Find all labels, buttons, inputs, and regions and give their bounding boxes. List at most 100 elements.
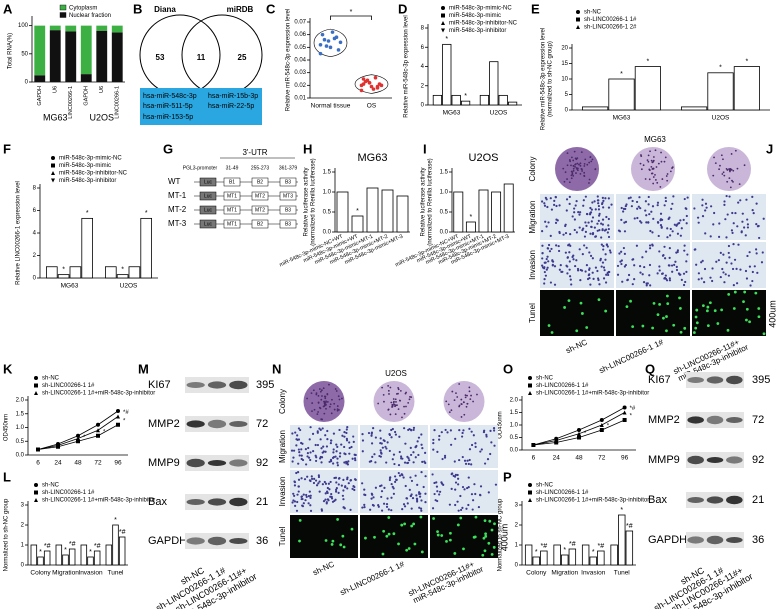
box-label: B3 (285, 179, 291, 185)
cell (408, 459, 411, 462)
cell (639, 271, 642, 274)
colony (317, 394, 320, 397)
cell (394, 480, 397, 483)
cell (643, 265, 646, 269)
cell (546, 205, 549, 209)
cell (623, 230, 627, 233)
colony (584, 158, 587, 161)
colony (394, 413, 397, 416)
cell (608, 249, 612, 252)
cell (321, 427, 324, 430)
cell (679, 234, 682, 237)
cell (393, 430, 397, 434)
cell (737, 243, 740, 246)
y-tick-label: 50 (21, 51, 28, 57)
colony (448, 411, 451, 414)
bar (93, 550, 101, 566)
cell (607, 273, 610, 277)
tunel-cell (701, 304, 705, 308)
cell (701, 259, 704, 262)
colony (570, 164, 572, 167)
point (338, 40, 343, 45)
colony (390, 401, 393, 404)
cell (739, 268, 742, 271)
band (207, 381, 227, 389)
cell (568, 251, 571, 254)
cell (408, 488, 411, 491)
y-axis-label: OD450nm (4, 414, 10, 441)
legend-label: sh-NC (536, 376, 554, 382)
tunel-cell (567, 299, 571, 303)
cell (660, 226, 663, 229)
image (430, 515, 498, 558)
bar-segment (34, 75, 46, 82)
tunel-cell (473, 535, 477, 539)
y-tick-label: 0.05 (294, 45, 306, 51)
cell (664, 199, 668, 203)
cell (590, 208, 593, 211)
legend-marker (441, 21, 445, 25)
cell (316, 431, 319, 434)
cell (450, 473, 453, 476)
cell (471, 508, 474, 511)
tunel-cell (726, 328, 730, 332)
x-tick-label: 24 (553, 455, 561, 462)
tunel-cell (652, 301, 656, 305)
point (330, 30, 335, 34)
cell (718, 222, 721, 225)
bar (116, 274, 129, 279)
colony (732, 169, 735, 172)
cell (444, 428, 447, 432)
panel-label: N (272, 361, 281, 376)
cell (314, 459, 318, 463)
x-tick-label: Invasion (581, 570, 606, 577)
cell (297, 438, 301, 441)
significance-label: * (470, 214, 473, 221)
y-tick-label: 0.0 (440, 230, 449, 236)
cell (309, 479, 312, 483)
size-label: 36 (752, 534, 764, 546)
cell (712, 223, 715, 226)
point (531, 443, 536, 447)
point (599, 418, 604, 422)
tunel-cell (706, 305, 710, 309)
mirna: hsa-miR-15b-3p (208, 93, 258, 100)
colony (730, 153, 733, 155)
significance-label: * (89, 549, 92, 556)
x-tick-label: Normal tissue (311, 103, 351, 110)
cell (682, 272, 686, 275)
x-tick-label: LINC00266-1 (115, 86, 121, 119)
colony (728, 168, 731, 170)
colony (445, 400, 448, 403)
cell (335, 481, 338, 484)
cell (748, 265, 752, 268)
legend-label: miR-548c-3p-mimic (449, 13, 501, 19)
tunel-cell (625, 305, 629, 309)
cell (709, 276, 712, 279)
cell (470, 430, 473, 433)
cell (585, 246, 588, 249)
cell (354, 453, 357, 457)
colony (736, 167, 739, 170)
colony (657, 162, 660, 165)
cell (398, 435, 401, 438)
cell (293, 494, 296, 497)
cell (432, 438, 435, 441)
cell (590, 220, 593, 223)
cell (403, 427, 406, 430)
cell (659, 223, 663, 227)
construct-box (223, 191, 241, 201)
tunel-cell (695, 308, 699, 312)
cell (573, 207, 576, 210)
colony (397, 388, 400, 391)
cell (593, 226, 596, 229)
cell (398, 450, 401, 454)
legend-marker (528, 498, 532, 502)
y-tick-label: 0 (515, 563, 519, 569)
point (379, 83, 384, 88)
cell (306, 452, 309, 455)
colony (341, 397, 343, 400)
tunel-cell (694, 326, 698, 330)
cell (346, 487, 349, 490)
